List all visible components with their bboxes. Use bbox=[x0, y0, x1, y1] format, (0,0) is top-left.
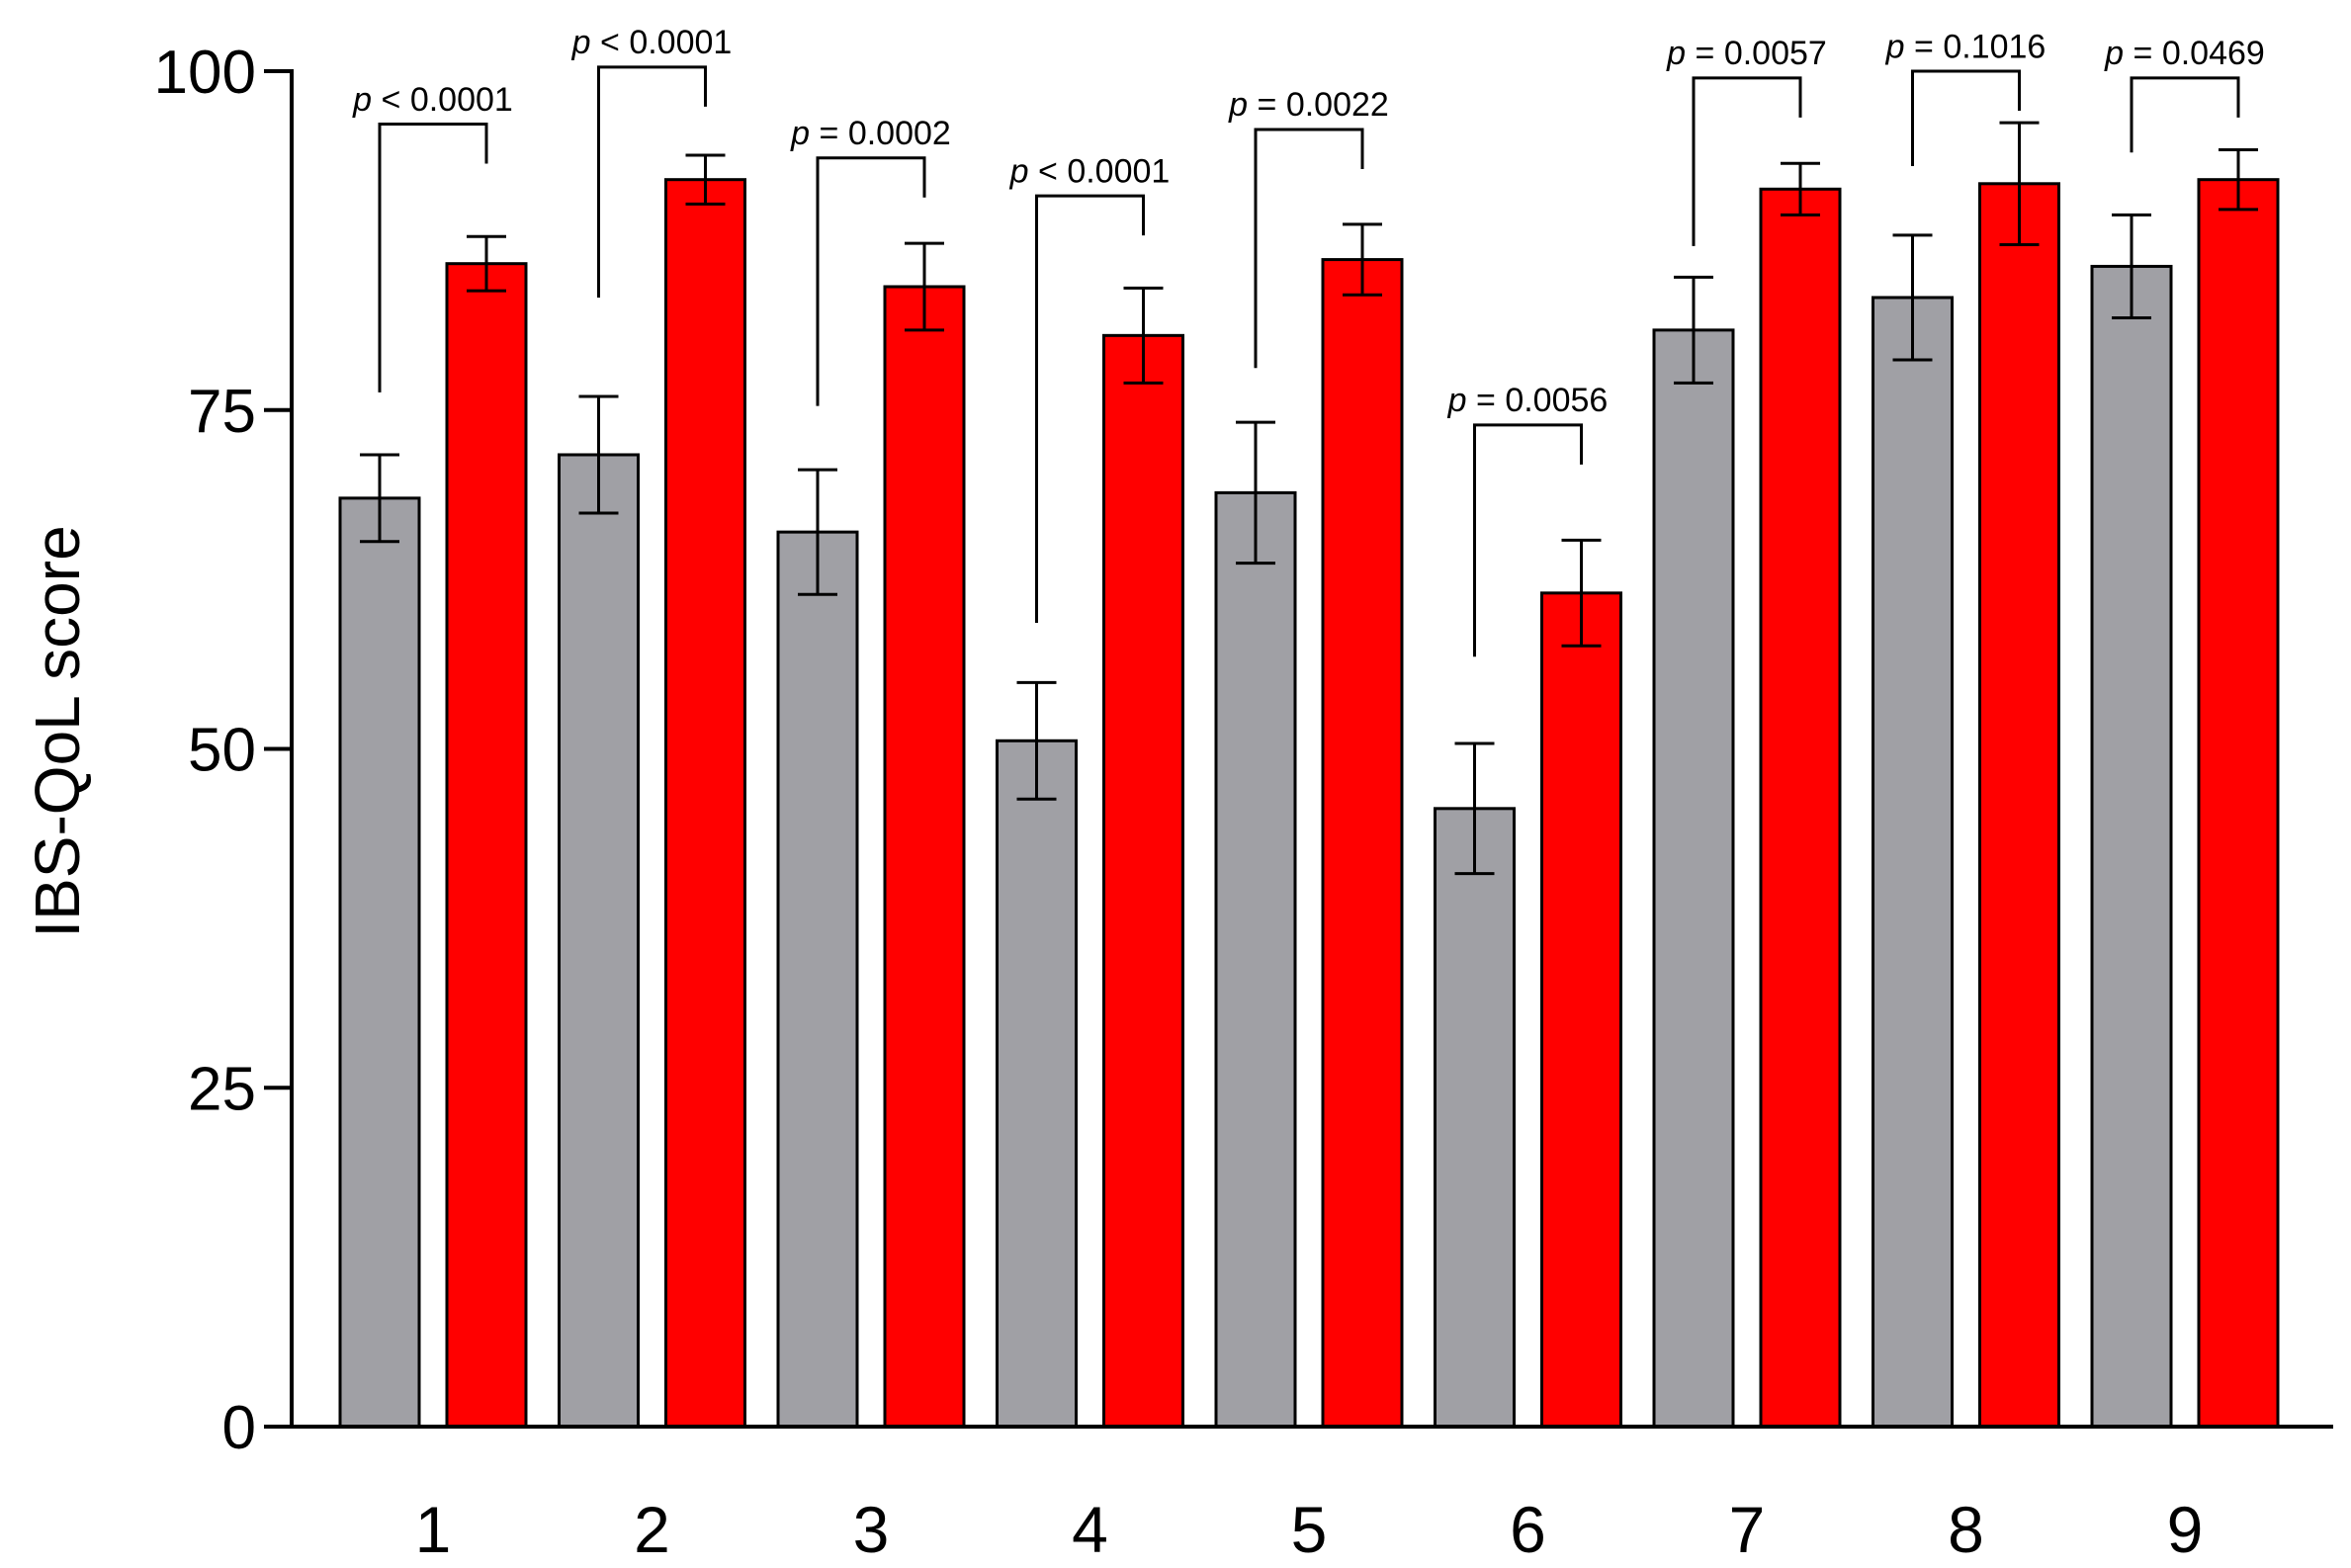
bars-layer bbox=[338, 178, 2280, 1429]
p-value-text: = 0.0002 bbox=[810, 115, 951, 152]
p-value-text: = 0.1016 bbox=[1905, 28, 2046, 65]
x-tick-label-2: 2 bbox=[634, 1493, 670, 1566]
p-value-label-7: p = 0.0057 bbox=[1666, 35, 1827, 72]
p-value-text: = 0.0469 bbox=[2124, 35, 2265, 72]
p-value-text: = 0.0022 bbox=[1248, 86, 1389, 124]
x-tick-label-6: 6 bbox=[1510, 1493, 1546, 1566]
y-tick-label-75: 75 bbox=[188, 378, 256, 446]
bar-4-series-1 bbox=[996, 739, 1078, 1429]
x-tick-label-3: 3 bbox=[853, 1493, 890, 1566]
p-symbol: p bbox=[790, 115, 810, 152]
p-value-label-1: p < 0.0001 bbox=[352, 81, 513, 119]
x-tick-label-8: 8 bbox=[1948, 1493, 1984, 1566]
significance-bracket-1 bbox=[378, 122, 488, 392]
p-value-text: < 0.0001 bbox=[591, 24, 733, 61]
p-symbol: p bbox=[1885, 28, 1905, 65]
p-value-text: < 0.0001 bbox=[1029, 152, 1171, 190]
x-tick-label-5: 5 bbox=[1291, 1493, 1328, 1566]
bar-2-series-1 bbox=[558, 453, 640, 1429]
significance-bracket-9 bbox=[2130, 76, 2240, 153]
y-axis-label: IBS-QoL score bbox=[22, 525, 93, 937]
p-symbol: p bbox=[1666, 35, 1686, 72]
bar-5-series-2 bbox=[1321, 258, 1404, 1429]
x-tick-label-1: 1 bbox=[415, 1493, 452, 1566]
p-value-label-8: p = 0.1016 bbox=[1885, 28, 2046, 65]
y-tick-label-100: 100 bbox=[154, 39, 256, 107]
bar-1-series-1 bbox=[338, 496, 421, 1429]
bar-7-series-1 bbox=[1652, 328, 1735, 1429]
significance-bracket-5 bbox=[1254, 128, 1364, 369]
p-symbol: p bbox=[1009, 152, 1029, 190]
y-axis-label-group: IBS-QoL score bbox=[22, 525, 93, 937]
bar-8-series-1 bbox=[1872, 296, 1954, 1429]
significance-bracket-3 bbox=[816, 156, 926, 406]
y-tick-label-25: 25 bbox=[188, 1055, 256, 1123]
bar-7-series-2 bbox=[1759, 187, 1842, 1429]
significance-bracket-8 bbox=[1911, 69, 2021, 166]
p-value-text: = 0.0057 bbox=[1686, 35, 1827, 72]
x-tick-label-7: 7 bbox=[1729, 1493, 1766, 1566]
bar-5-series-1 bbox=[1214, 490, 1297, 1429]
y-tick-label-0: 0 bbox=[222, 1394, 256, 1462]
p-value-label-5: p = 0.0022 bbox=[1228, 86, 1389, 124]
p-symbol: p bbox=[352, 81, 372, 119]
p-symbol: p bbox=[1447, 382, 1467, 419]
significance-bracket-4 bbox=[1035, 194, 1145, 623]
x-tick-label-4: 4 bbox=[1072, 1493, 1108, 1566]
bar-3-series-2 bbox=[883, 285, 966, 1429]
x-tick-label-9: 9 bbox=[2167, 1493, 2204, 1566]
p-symbol: p bbox=[1228, 86, 1248, 124]
bar-6-series-2 bbox=[1540, 591, 1622, 1429]
bar-3-series-1 bbox=[776, 530, 859, 1429]
bar-2-series-2 bbox=[664, 178, 746, 1429]
p-value-label-2: p < 0.0001 bbox=[571, 24, 733, 61]
ticks-layer: 1 2 3 4 5 6 7 8 9 0 25 50 75 100 bbox=[154, 39, 2204, 1566]
p-value-label-4: p < 0.0001 bbox=[1009, 152, 1171, 190]
error-bars-layer bbox=[360, 121, 2258, 876]
p-symbol: p bbox=[571, 24, 591, 61]
p-value-label-9: p = 0.0469 bbox=[2104, 35, 2265, 72]
p-value-text: = 0.0056 bbox=[1467, 382, 1609, 419]
p-value-label-6: p = 0.0056 bbox=[1447, 382, 1609, 419]
y-tick-label-50: 50 bbox=[188, 717, 256, 785]
bar-8-series-2 bbox=[1978, 182, 2060, 1429]
bar-1-series-2 bbox=[445, 262, 528, 1429]
bar-6-series-1 bbox=[1434, 807, 1516, 1429]
bar-4-series-2 bbox=[1102, 333, 1184, 1429]
p-value-label-3: p = 0.0002 bbox=[790, 115, 951, 152]
significance-bracket-7 bbox=[1692, 76, 1802, 246]
significance-bracket-6 bbox=[1473, 423, 1583, 657]
significance-bracket-2 bbox=[597, 65, 707, 298]
p-value-text: < 0.0001 bbox=[372, 81, 513, 119]
bar-9-series-2 bbox=[2197, 178, 2280, 1429]
bar-9-series-1 bbox=[2090, 264, 2173, 1429]
p-symbol: p bbox=[2104, 35, 2124, 72]
